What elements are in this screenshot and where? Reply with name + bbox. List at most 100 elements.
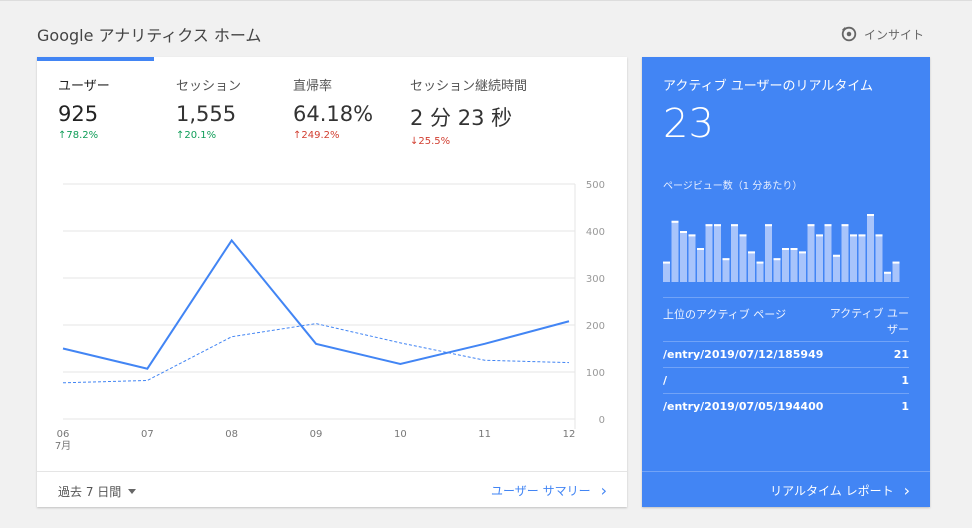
metric-value: 925	[58, 102, 99, 126]
top-border	[0, 0, 972, 3]
pageview-bar-cap	[807, 224, 815, 227]
pageview-bar-cap	[671, 220, 679, 223]
realtime-card: アクティブ ユーザーのリアルタイム 23 ページビュー数（1 分あたり） 上位の…	[642, 57, 930, 507]
table-row[interactable]: / 1	[663, 374, 909, 387]
metric-delta: ↑78.2%	[58, 130, 99, 141]
table-header-page: 上位のアクティブ ページ	[663, 308, 787, 321]
pageview-bar-cap	[714, 224, 721, 227]
realtime-footer: リアルタイム レポート ›	[642, 471, 930, 507]
pageview-bar	[858, 234, 866, 282]
pageview-bar-chart	[663, 214, 900, 282]
pageview-bar-cap	[892, 261, 900, 264]
metric-tab-bounce-rate[interactable]: 直帰率 64.18% ↑249.2%	[293, 75, 373, 141]
pageview-bar-cap	[875, 234, 883, 237]
page-title: Google アナリティクス ホーム	[37, 26, 262, 45]
period-dropdown[interactable]: 過去 7 日間	[58, 483, 137, 500]
divider	[663, 367, 909, 368]
pageview-bar	[841, 224, 849, 282]
pageview-bar	[731, 224, 738, 282]
insight-icon	[841, 26, 857, 42]
realtime-active-count: 23	[663, 101, 714, 147]
pageview-bar-cap	[799, 251, 806, 254]
user-summary-link[interactable]: ユーザー サマリー ›	[491, 482, 607, 499]
pageview-bar-cap	[680, 231, 687, 233]
metric-tab-sessions[interactable]: セッション 1,555 ↑20.1%	[176, 75, 241, 141]
pageview-bar	[714, 224, 721, 282]
pageview-bar-cap	[688, 234, 696, 237]
pageview-bar	[697, 248, 704, 282]
pageview-bar	[765, 224, 772, 282]
x-tick-label: 11	[478, 429, 491, 440]
pageview-bar-cap	[782, 248, 789, 250]
pageview-bar	[663, 261, 670, 282]
pageview-bar-cap	[765, 224, 772, 227]
pageview-bar-cap	[816, 234, 823, 237]
chevron-right-icon: ›	[600, 480, 607, 500]
metric-value: 64.18%	[293, 102, 374, 126]
pageview-bar-cap	[790, 248, 798, 250]
pageview-bar-cap	[884, 271, 891, 274]
user-summary-label: ユーザー サマリー	[491, 484, 591, 498]
metric-label: セッション	[176, 79, 242, 94]
table-header-users: アクティブ ユーザー	[829, 307, 909, 336]
pageview-bar-cap	[731, 224, 738, 227]
y-tick-label: 500	[586, 180, 605, 191]
realtime-title: アクティブ ユーザーのリアルタイム	[663, 79, 874, 94]
x-tick-label: 12	[563, 429, 576, 440]
users-series-line	[62, 238, 570, 370]
table-row[interactable]: /entry/2019/07/12/185949 21	[663, 348, 909, 361]
x-tick-label: 07	[141, 429, 154, 440]
metric-value: 1,555	[176, 102, 237, 126]
pageview-bar	[773, 258, 781, 282]
active-tab-indicator	[37, 57, 154, 61]
pageview-bar-cap	[850, 234, 857, 237]
metric-delta: ↑20.1%	[176, 130, 217, 141]
pageview-bar	[807, 224, 815, 282]
pageview-bar	[782, 248, 789, 282]
metric-delta: ↑249.2%	[293, 130, 340, 141]
period-label: 過去 7 日間	[58, 485, 122, 499]
row-page: /entry/2019/07/05/194400	[663, 400, 824, 413]
pageview-bar	[680, 231, 687, 282]
metric-tab-session-duration[interactable]: セッション継続時間 2 分 23 秒 ↓25.5%	[410, 75, 527, 147]
metric-label: セッション継続時間	[410, 79, 528, 94]
pageview-bar	[790, 248, 798, 282]
x-tick-label: 06	[57, 429, 70, 440]
pageview-bar	[884, 271, 891, 282]
caret-down-icon	[128, 489, 137, 494]
pageview-bar	[671, 220, 679, 282]
table-row[interactable]: /entry/2019/07/05/194400 1	[663, 400, 909, 413]
pageview-bar-cap	[858, 234, 866, 237]
comparison-series-line	[62, 323, 570, 384]
row-users: 21	[893, 348, 909, 361]
pageview-bar-cap	[824, 224, 832, 227]
insight-label: インサイト	[863, 27, 924, 42]
overview-card: ユーザー 925 ↑78.2% セッション 1,555 ↑20.1% 直帰率 6…	[37, 57, 627, 507]
divider	[663, 341, 909, 342]
pageview-bar	[722, 258, 730, 282]
divider	[663, 297, 909, 298]
pageview-bar	[833, 254, 840, 282]
pageview-bar-cap	[756, 261, 764, 264]
pageview-bar-cap	[739, 234, 747, 237]
realtime-report-link[interactable]: リアルタイム レポート ›	[770, 482, 910, 499]
pageview-bar-cap	[867, 214, 874, 216]
pageview-bar	[688, 234, 696, 282]
card-footer: 過去 7 日間 ユーザー サマリー ›	[37, 471, 627, 507]
divider	[663, 393, 909, 394]
metric-label: 直帰率	[293, 79, 333, 94]
pageview-bar	[816, 234, 823, 282]
pageview-bar-cap	[748, 251, 755, 254]
pageview-bar	[799, 251, 806, 282]
metric-tab-users[interactable]: ユーザー 925 ↑78.2%	[58, 75, 110, 141]
pageview-bar	[756, 261, 764, 282]
y-tick-label: 300	[586, 274, 605, 285]
metric-value: 2 分 23 秒	[410, 106, 513, 130]
pageview-bar	[892, 261, 900, 282]
users-line-chart: 500 400 300 200 100 0 06 07 08 09 10 11 12 7月	[55, 180, 605, 452]
pageview-bar	[850, 234, 857, 282]
insight-button[interactable]: インサイト	[840, 25, 924, 43]
pageview-bar-cap	[663, 261, 670, 264]
row-page: /	[663, 374, 668, 387]
y-tick-label: 200	[586, 321, 605, 332]
